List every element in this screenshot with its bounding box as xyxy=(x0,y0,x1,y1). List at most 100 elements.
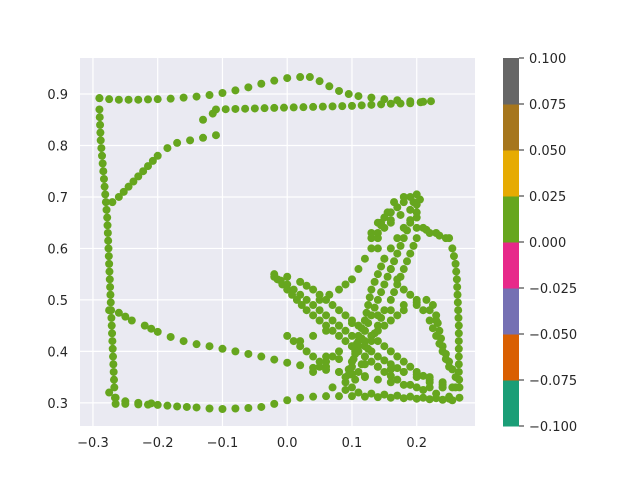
data-point xyxy=(367,100,376,109)
data-point xyxy=(380,280,389,289)
data-point xyxy=(244,83,253,92)
data-point xyxy=(292,295,301,304)
data-point xyxy=(108,337,117,346)
data-point xyxy=(119,187,128,196)
data-point xyxy=(432,331,441,340)
data-point xyxy=(173,402,182,411)
data-point xyxy=(309,392,318,401)
data-point xyxy=(453,283,462,292)
data-point xyxy=(97,144,106,153)
data-point xyxy=(403,257,412,266)
data-point xyxy=(390,257,399,266)
data-point xyxy=(406,99,415,108)
data-point xyxy=(347,319,356,328)
data-point xyxy=(373,393,382,402)
data-point xyxy=(305,73,314,82)
data-point xyxy=(344,370,353,379)
data-point xyxy=(399,394,408,403)
data-point xyxy=(373,375,382,384)
data-point xyxy=(98,151,107,160)
data-point xyxy=(103,213,112,222)
data-point xyxy=(296,393,305,402)
data-point xyxy=(383,272,392,281)
data-point xyxy=(110,383,119,392)
data-point xyxy=(283,285,292,294)
data-point xyxy=(373,244,382,253)
data-point xyxy=(341,326,350,335)
data-point xyxy=(419,393,428,402)
data-point xyxy=(412,223,421,232)
data-point xyxy=(288,290,297,299)
data-point xyxy=(386,365,395,374)
data-point xyxy=(452,275,461,284)
data-point xyxy=(425,228,434,237)
data-point xyxy=(377,100,386,109)
data-point xyxy=(296,277,305,286)
data-point xyxy=(373,270,382,279)
data-point xyxy=(386,218,395,227)
data-point xyxy=(335,331,344,340)
data-point xyxy=(344,90,353,99)
data-point xyxy=(354,388,363,397)
data-point xyxy=(335,285,344,294)
data-point xyxy=(231,347,240,356)
data-point xyxy=(393,203,402,212)
data-point xyxy=(283,331,292,340)
x-tick-label: −0.3 xyxy=(77,436,109,451)
data-point xyxy=(328,352,337,361)
data-point xyxy=(105,259,114,268)
data-point xyxy=(425,373,434,382)
data-point xyxy=(370,277,379,286)
data-point xyxy=(451,259,460,268)
data-point xyxy=(309,285,318,294)
data-point xyxy=(425,395,434,404)
data-point xyxy=(351,375,360,384)
data-point xyxy=(107,321,116,330)
data-point xyxy=(409,241,418,250)
data-point xyxy=(435,231,444,240)
data-point xyxy=(328,326,337,335)
data-point xyxy=(454,344,463,353)
data-point xyxy=(218,88,227,97)
data-point xyxy=(347,101,356,110)
data-point xyxy=(100,182,109,191)
y-tick-label: 0.3 xyxy=(47,397,68,412)
data-point xyxy=(182,402,191,411)
data-point xyxy=(393,352,402,361)
data-point xyxy=(143,95,152,104)
data-point xyxy=(367,331,376,340)
data-point xyxy=(199,115,208,124)
data-point xyxy=(102,205,111,214)
data-point xyxy=(163,144,172,153)
data-point xyxy=(166,332,175,341)
data-point xyxy=(393,249,402,258)
data-point xyxy=(412,383,421,392)
data-point xyxy=(147,324,156,333)
data-point xyxy=(406,249,415,258)
data-point xyxy=(455,393,464,402)
data-point xyxy=(211,131,220,140)
data-point xyxy=(393,234,402,243)
data-point xyxy=(328,316,337,325)
data-point xyxy=(419,385,428,394)
data-point xyxy=(454,321,463,330)
data-point xyxy=(105,267,114,276)
data-point xyxy=(296,342,305,351)
data-point xyxy=(451,373,460,382)
data-point xyxy=(143,162,152,171)
x-tick-label: 0.1 xyxy=(342,436,363,451)
y-tick-label: 0.8 xyxy=(47,139,68,154)
colorbar-segment xyxy=(503,380,519,427)
data-point xyxy=(103,221,112,230)
data-point xyxy=(309,301,318,310)
data-point xyxy=(380,306,389,315)
data-point xyxy=(95,113,104,122)
data-point xyxy=(373,218,382,227)
x-axis-ticks: −0.3 −0.2 −0.1 0.0 0.1 0.2 xyxy=(77,436,427,451)
data-point xyxy=(419,371,428,380)
data-point xyxy=(422,295,431,304)
data-point xyxy=(454,360,463,369)
colorbar-segment xyxy=(503,196,519,243)
data-point xyxy=(454,337,463,346)
data-point xyxy=(360,316,369,325)
